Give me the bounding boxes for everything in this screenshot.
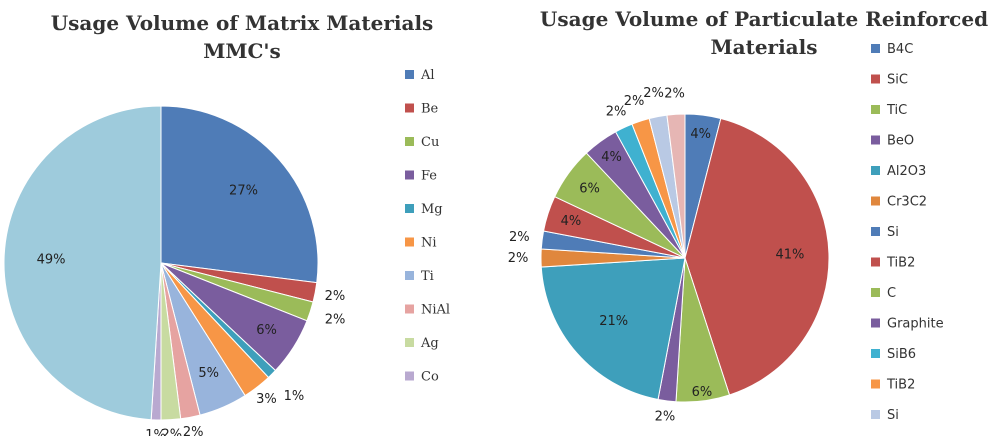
pie1-label-6: 5% (198, 366, 219, 381)
matrix-materials-chart: Usage Volume of Matrix Materials MMC's 2… (3, 11, 450, 436)
legend2-entry-12: Si (887, 408, 899, 423)
pie2-label-5: 2% (508, 251, 529, 266)
pie1-slice-0-al (160, 105, 319, 284)
pie2-label-12: 2% (643, 86, 664, 101)
legend1-entry-9: Co (421, 370, 439, 385)
legend1-entry-8: Ag (420, 336, 439, 351)
chart-1-title-line-1: Usage Volume of Matrix Materials (51, 11, 434, 35)
pie2-label-4: 21% (599, 314, 628, 329)
pie1-label-4: 1% (284, 389, 305, 404)
particulate-reinforced-chart: Usage Volume of Particulate Reinforced M… (508, 7, 988, 425)
pie2-label-7: 4% (561, 214, 582, 229)
legend1-entry-5: Ni (421, 236, 437, 251)
pie1-label-2: 2% (325, 313, 346, 328)
legend2-entry-5: Cr3C2 (887, 195, 927, 210)
pie1-label-8: 2% (161, 428, 182, 436)
legend2-swatch-0 (871, 44, 880, 53)
matrix-materials-legend: Al Be Cu Fe Mg Ni Ti NiAl Ag Co (405, 68, 450, 385)
legend1-swatch-9 (405, 371, 414, 381)
legend1-entry-6: Ti (421, 269, 434, 284)
legend1-entry-1: Be (421, 102, 439, 117)
legend2-swatch-5 (871, 196, 880, 206)
legend2-swatch-2 (871, 105, 880, 114)
legend2-entry-1: SiC (887, 73, 908, 88)
legend2-entry-3: BeO (887, 134, 914, 149)
pie2-label-3: 2% (655, 410, 676, 425)
matrix-materials-pie (3, 105, 319, 421)
legend2-entry-0: B4C (887, 42, 913, 57)
pie1-label-7: 2% (183, 425, 204, 436)
legend2-entry-8: C (887, 286, 896, 301)
legend2-swatch-10 (871, 349, 880, 358)
legend2-swatch-12 (871, 410, 880, 419)
legend2-entry-7: TiB2 (886, 256, 915, 271)
legend2-swatch-8 (871, 288, 880, 297)
legend1-entry-4: Mg (421, 202, 443, 217)
legend2-swatch-3 (871, 135, 880, 145)
pie2-label-11: 2% (624, 94, 645, 109)
legend2-swatch-7 (871, 257, 880, 267)
legend1-entry-3: Fe (421, 169, 437, 184)
pie2-label-2: 6% (692, 385, 713, 400)
particulate-reinforced-legend: B4C SiC TiC BeO Al2O3 Cr3C2 Si TiB2 C Graphite SiB… (871, 42, 944, 423)
pie1-slice-10-unlisted (3, 105, 162, 421)
pie1-label-10: 49% (37, 253, 66, 268)
legend2-entry-4: Al2O3 (887, 164, 926, 179)
pie1-label-3: 6% (256, 323, 277, 338)
legend1-entry-7: NiAl (421, 303, 450, 318)
matrix-materials-slice-labels: 27%2%2%6%1%3%5%2%2%1%49% (37, 183, 346, 436)
pie2-label-8: 6% (579, 182, 600, 197)
legend2-entry-10: SiB6 (887, 347, 916, 362)
legend2-entry-6: Si (887, 225, 899, 240)
legend1-swatch-3 (405, 170, 414, 180)
chart-1-title-line-2: MMC's (203, 39, 281, 63)
chart-2-title-line-2: Materials (710, 35, 817, 59)
legend1-swatch-7 (405, 304, 414, 314)
legend2-entry-2: TiC (886, 103, 907, 118)
legend2-swatch-11 (871, 379, 880, 389)
legend1-swatch-4 (405, 204, 414, 213)
legend2-entry-11: TiB2 (886, 378, 915, 393)
chart-2-title-line-1: Usage Volume of Particulate Reinforced (540, 7, 988, 31)
pie2-label-0: 4% (690, 127, 711, 142)
pie2-slice-13-sic-gr-ni (666, 113, 686, 259)
legend1-swatch-6 (405, 271, 414, 280)
pie1-label-9: 1% (145, 428, 166, 436)
legend2-entry-9: Graphite (887, 317, 944, 332)
pie2-label-6: 2% (509, 230, 530, 245)
legend1-entry-2: Cu (421, 135, 439, 150)
legend2-swatch-9 (871, 318, 880, 328)
pie1-label-5: 3% (256, 392, 277, 407)
particulate-reinforced-slice-labels: 4%41%6%2%21%2%2%4%6%4%2%2%2% 2% (508, 86, 805, 425)
pie2-slice-1-sic (684, 117, 830, 396)
legend1-swatch-5 (405, 237, 414, 247)
legend1-entry-0: Al (420, 68, 435, 83)
pie2-label-13: 2% (664, 86, 685, 101)
pie2-label-1: 41% (775, 248, 804, 263)
pie1-label-0: 27% (229, 183, 258, 198)
legend2-swatch-6 (871, 227, 880, 236)
pie2-label-10: 2% (606, 104, 627, 119)
legend1-swatch-8 (405, 338, 414, 347)
legend2-swatch-1 (871, 74, 880, 84)
legend2-swatch-4 (871, 166, 880, 175)
particulate-reinforced-pie (540, 113, 830, 403)
pie1-label-1: 2% (325, 289, 346, 304)
legend1-swatch-1 (405, 103, 414, 113)
pie2-label-9: 4% (601, 150, 622, 165)
pie2-slice-4-al2o3 (540, 257, 686, 401)
legend1-swatch-0 (405, 70, 414, 79)
legend1-swatch-2 (405, 137, 414, 146)
